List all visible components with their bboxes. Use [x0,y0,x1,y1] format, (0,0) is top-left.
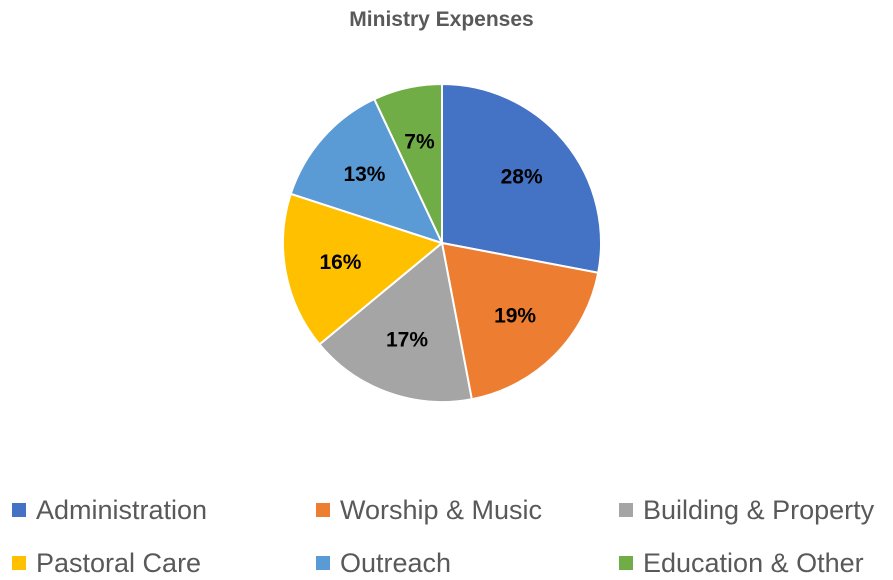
legend-item-administration: Administration [12,493,207,527]
chart-title: Ministry Expenses [349,8,534,31]
legend-label: Worship & Music [340,494,543,525]
legend-item-outreach: Outreach [316,546,451,580]
legend-item-worship-music: Worship & Music [316,493,542,527]
legend-swatch [619,556,633,570]
legend-swatch [619,503,633,517]
data-label-building-property: 17% [386,329,428,352]
legend-swatch [316,556,330,570]
pie-slice-building-property [318,241,473,403]
pie-slice-education-other [372,82,443,244]
legend-swatch [12,503,26,517]
data-label-pastoral-care: 16% [319,251,361,274]
legend-label: Outreach [340,547,452,578]
pie-slice-worship-music [440,241,600,401]
legend-label: Building & Property [643,494,875,525]
data-label-administration: 28% [501,166,543,189]
legend-item-education-other: Education & Other [619,546,864,580]
legend-swatch [12,556,26,570]
data-label-education-other: 7% [404,131,435,154]
legend-label: Pastoral Care [36,547,202,578]
pie-chart: 28% 19% 17% 16% 13% 7% [282,82,602,403]
pie-slice-pastoral-care [282,192,445,346]
pie-slice-outreach [289,97,444,245]
legend-swatch [316,503,330,517]
data-label-outreach: 13% [343,163,385,186]
chart-legend: Administration Worship & Music Building & … [0,486,893,578]
legend-label: Administration [36,494,208,525]
data-label-worship-music: 19% [494,305,536,328]
legend-item-pastoral-care: Pastoral Care [12,546,201,580]
pie-slice-administration [441,82,602,274]
legend-label: Education & Other [643,547,864,578]
legend-item-building-property: Building & Property [619,493,874,527]
